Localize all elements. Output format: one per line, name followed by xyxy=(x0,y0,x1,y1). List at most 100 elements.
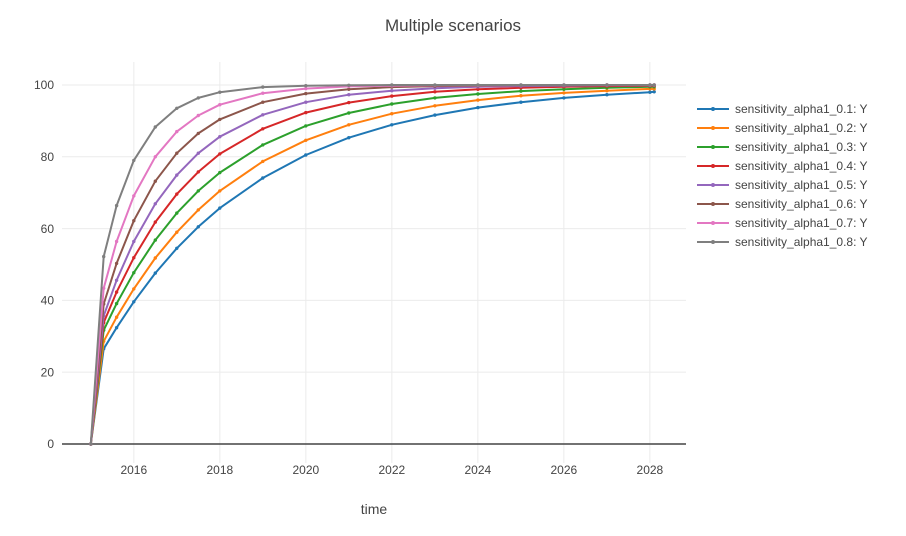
legend-item-sensitivity_alpha1_0.3: Y[interactable]: sensitivity_alpha1_0.3: Y xyxy=(697,137,868,156)
series-marker xyxy=(433,96,437,100)
series-marker xyxy=(476,92,480,96)
series-marker xyxy=(102,286,106,290)
legend-label: sensitivity_alpha1_0.4: Y xyxy=(735,158,868,173)
series-marker xyxy=(175,211,179,215)
x-tick-label: 2028 xyxy=(637,463,664,477)
series-2 xyxy=(89,85,656,446)
series-marker xyxy=(519,89,523,93)
series-marker xyxy=(390,112,394,116)
series-marker xyxy=(652,90,656,94)
series-marker xyxy=(175,129,179,134)
series-marker xyxy=(175,106,179,111)
series-marker xyxy=(218,90,222,94)
series-marker xyxy=(153,179,157,183)
series-marker xyxy=(433,90,437,94)
series-marker xyxy=(218,135,222,139)
legend-item-sensitivity_alpha1_0.1: Y[interactable]: sensitivity_alpha1_0.1: Y xyxy=(697,99,868,118)
series-marker xyxy=(153,155,157,159)
series-marker xyxy=(153,220,157,224)
series-marker xyxy=(562,91,566,95)
x-tick-label: 2018 xyxy=(206,463,233,477)
series-marker xyxy=(433,113,437,117)
legend-item-sensitivity_alpha1_0.2: Y[interactable]: sensitivity_alpha1_0.2: Y xyxy=(697,118,868,137)
series-marker xyxy=(132,300,136,304)
series-marker xyxy=(114,301,119,306)
series-marker xyxy=(519,100,523,104)
series-marker xyxy=(605,83,609,87)
series-marker xyxy=(196,225,200,229)
legend-label: sensitivity_alpha1_0.3: Y xyxy=(735,139,868,154)
legend-label: sensitivity_alpha1_0.5: Y xyxy=(735,177,868,192)
legend-item-sensitivity_alpha1_0.5: Y[interactable]: sensitivity_alpha1_0.5: Y xyxy=(697,175,868,194)
series-marker xyxy=(218,103,222,107)
series-marker xyxy=(132,194,136,198)
series-marker xyxy=(390,102,394,106)
series-marker xyxy=(304,84,308,88)
series-marker xyxy=(304,110,308,115)
legend-line-sample xyxy=(697,163,729,168)
y-tick-label: 40 xyxy=(41,294,55,308)
series-marker xyxy=(648,83,652,87)
series-marker xyxy=(132,239,136,244)
legend-item-sensitivity_alpha1_0.4: Y[interactable]: sensitivity_alpha1_0.4: Y xyxy=(697,156,868,175)
legend-line-sample xyxy=(697,106,729,111)
series-marker xyxy=(261,113,265,117)
series-marker xyxy=(304,124,308,128)
series-marker xyxy=(114,315,119,319)
series-marker xyxy=(153,202,157,206)
series-marker xyxy=(196,113,200,118)
series-marker xyxy=(519,83,523,87)
series-marker xyxy=(304,86,308,91)
series-line xyxy=(89,84,656,445)
legend-label: sensitivity_alpha1_0.8: Y xyxy=(735,234,868,249)
series-line xyxy=(89,90,656,445)
series-marker xyxy=(347,136,351,140)
series-marker xyxy=(648,90,652,94)
series-marker xyxy=(261,85,265,89)
series-marker xyxy=(196,131,200,136)
series-line xyxy=(89,87,656,445)
series-3 xyxy=(89,84,656,446)
x-tick-label: 2016 xyxy=(120,463,147,477)
tick-labels: 0 20 40 60 80 100 2016 2018 2020 2022 2024 2026 2028 xyxy=(34,78,664,477)
series-marker xyxy=(261,176,265,180)
y-tick-label: 100 xyxy=(34,78,54,92)
series-marker xyxy=(347,93,351,97)
legend-line-sample xyxy=(697,201,729,206)
series-marker xyxy=(218,170,222,175)
series-5 xyxy=(89,83,656,446)
legend-item-sensitivity_alpha1_0.6: Y[interactable]: sensitivity_alpha1_0.6: Y xyxy=(697,194,868,213)
series-marker xyxy=(304,138,308,142)
legend-label: sensitivity_alpha1_0.6: Y xyxy=(735,196,868,211)
series-marker xyxy=(175,192,179,196)
series-marker xyxy=(153,238,157,242)
gridlines xyxy=(62,62,686,463)
series-marker xyxy=(114,261,119,266)
legend-item-sensitivity_alpha1_0.7: Y[interactable]: sensitivity_alpha1_0.7: Y xyxy=(697,213,868,232)
series-marker xyxy=(390,94,394,98)
series-marker xyxy=(132,287,136,291)
series-marker xyxy=(519,94,523,98)
series-marker xyxy=(132,256,136,260)
series-marker xyxy=(175,173,179,177)
series-marker xyxy=(132,271,136,275)
legend-item-sensitivity_alpha1_0.8: Y[interactable]: sensitivity_alpha1_0.8: Y xyxy=(697,232,868,251)
series-marker xyxy=(433,104,437,108)
series-marker xyxy=(114,278,119,282)
series-marker xyxy=(132,158,136,163)
legend-line-sample xyxy=(697,182,729,187)
series-line xyxy=(89,85,656,445)
series-marker xyxy=(261,91,265,95)
series-marker xyxy=(114,239,119,244)
series-marker xyxy=(476,87,480,92)
series-marker xyxy=(304,153,308,157)
series-line xyxy=(89,84,656,445)
y-tick-label: 60 xyxy=(41,222,55,236)
y-tick-label: 0 xyxy=(47,437,54,451)
series-marker xyxy=(153,125,157,129)
series-marker xyxy=(153,271,157,275)
x-tick-label: 2020 xyxy=(292,463,319,477)
legend-line-sample xyxy=(697,220,729,225)
